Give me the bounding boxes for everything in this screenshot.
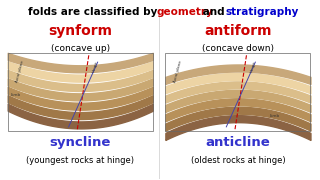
Text: Hinge: Hinge [250, 61, 256, 73]
Text: Limb: Limb [11, 93, 21, 97]
Text: Axial plane: Axial plane [172, 60, 182, 83]
Text: and: and [199, 7, 228, 17]
Text: syncline: syncline [50, 136, 111, 149]
Text: folds are classified by: folds are classified by [28, 7, 161, 17]
Text: antiform: antiform [204, 24, 272, 38]
Text: Hinge: Hinge [92, 61, 99, 73]
Text: Limb: Limb [270, 114, 280, 118]
Text: (concave down): (concave down) [202, 44, 274, 53]
Text: anticline: anticline [205, 136, 270, 149]
Text: (concave up): (concave up) [51, 44, 110, 53]
Text: synform: synform [48, 24, 112, 38]
Text: geometry: geometry [156, 7, 213, 17]
Text: stratigraphy: stratigraphy [226, 7, 299, 17]
Text: (youngest rocks at hinge): (youngest rocks at hinge) [26, 156, 134, 165]
Text: Axial plane: Axial plane [15, 60, 25, 83]
Text: (oldest rocks at hinge): (oldest rocks at hinge) [191, 156, 285, 165]
